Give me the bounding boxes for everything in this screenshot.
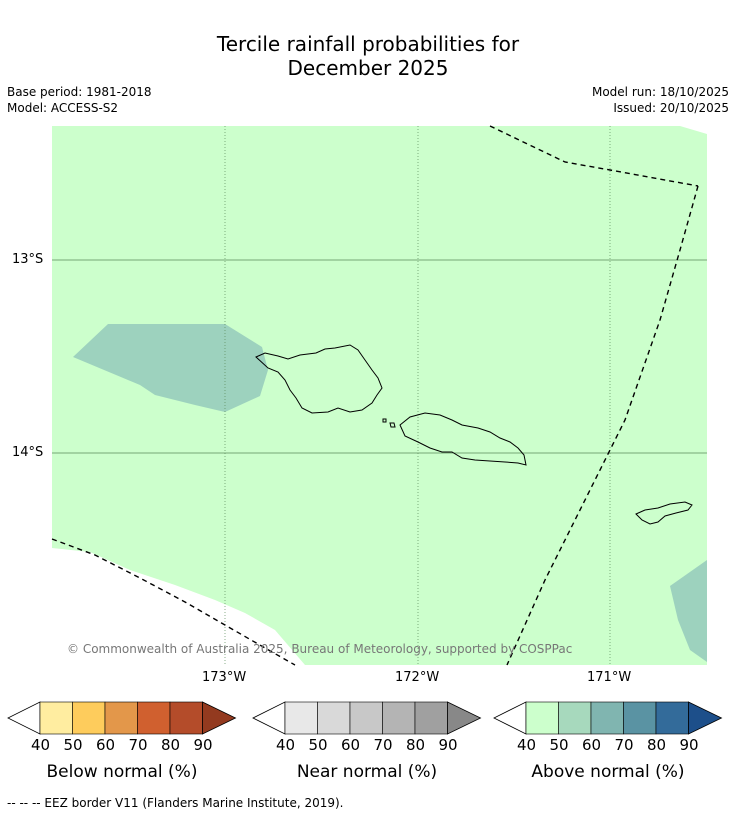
lon-label-171w: 171°W — [587, 670, 632, 685]
no-data-area — [52, 548, 305, 665]
eez-border — [51, 125, 699, 666]
colorbar-above-tick: 50 — [549, 736, 569, 754]
colorbar-above-segment-2 — [590, 701, 624, 735]
colorbar-below-segment-2 — [104, 701, 138, 735]
colorbar-below-segment-1 — [72, 701, 106, 735]
colorbar-above-segment-1 — [558, 701, 592, 735]
model-name: Model: ACCESS-S2 — [7, 101, 119, 115]
title-line-2: December 2025 — [287, 56, 449, 80]
eez-border-east — [506, 185, 699, 666]
colorbar-above-tick: 40 — [517, 736, 537, 754]
colorbar-below-tick: 70 — [128, 736, 148, 754]
colorbar-above-extend-high — [688, 701, 723, 735]
colorbar-below-label: Below normal (%) — [46, 762, 198, 782]
colorbar-near-tick: 40 — [276, 736, 296, 754]
apolima-islet — [389, 422, 396, 428]
above-normal-50-region-west — [73, 324, 268, 412]
copyright-text: © Commonwealth of Australia 2025, Bureau… — [67, 642, 572, 656]
colorbar-below-tick: 80 — [161, 736, 181, 754]
colorbar-near-tick: 80 — [406, 736, 426, 754]
colorbar-below-segment-3 — [137, 701, 171, 735]
colorbar-below-extend-low — [7, 701, 41, 735]
eez-border-southwest — [51, 538, 296, 666]
map-title: Tercile rainfall probabilities for Decem… — [0, 32, 736, 80]
colorbar-below-tick: 50 — [63, 736, 83, 754]
colorbar-above-extend-low — [493, 701, 527, 735]
colorbar-below-extend-high — [202, 701, 237, 735]
meta-left: Base period: 1981-2018 Model: ACCESS-S2 — [7, 84, 152, 116]
above-normal-50-region-east — [670, 560, 707, 662]
colorbar-near-extend-low — [252, 701, 286, 735]
colorbar-near-segment-0 — [284, 701, 318, 735]
colorbar-below-segment-4 — [169, 701, 203, 735]
tutuila-island — [635, 501, 693, 525]
model-run: Model run: 18/10/2025 — [591, 85, 729, 99]
colorbar-above-segment-3 — [623, 701, 657, 735]
graticule — [52, 259, 707, 454]
colorbar-near-extend-high — [447, 701, 482, 735]
colorbars — [7, 701, 723, 735]
lon-label-173w: 173°W — [202, 670, 247, 685]
base-period: Base period: 1981-2018 — [7, 85, 152, 99]
colorbar-near-segment-2 — [349, 701, 383, 735]
colorbar-near-segment-3 — [382, 701, 416, 735]
title-line-1: Tercile rainfall probabilities for — [216, 32, 520, 56]
colorbar-above-tick: 60 — [582, 736, 602, 754]
colorbar-near-tick: 70 — [373, 736, 393, 754]
colorbar-near-label: Near normal (%) — [296, 762, 438, 782]
colorbar-near-tick: 60 — [341, 736, 361, 754]
no-data-area-top — [680, 126, 707, 134]
eez-footnote: -- -- -- EEZ border V11 (Flanders Marine… — [7, 796, 344, 810]
colorbar-above-label: Above normal (%) — [531, 762, 685, 782]
colorbar-near-tick: 90 — [438, 736, 458, 754]
colorbar-below-segment-0 — [39, 701, 73, 735]
meta-right: Model run: 18/10/2025 Issued: 20/10/2025 — [592, 84, 729, 116]
lon-label-172w: 172°W — [395, 670, 440, 685]
colorbar-below-tick: 40 — [31, 736, 51, 754]
colorbar-below-tick: 90 — [193, 736, 213, 754]
lat-label-13s: 13°S — [12, 252, 44, 267]
colorbar-above-tick: 70 — [614, 736, 634, 754]
issued-date: Issued: 20/10/2025 — [613, 101, 729, 115]
savaii-island — [255, 344, 383, 414]
eez-border-north — [489, 125, 699, 187]
colorbar-near-segment-4 — [414, 701, 448, 735]
colorbar-above-tick: 80 — [647, 736, 667, 754]
colorbar-below-tick: 60 — [96, 736, 116, 754]
manono-islet — [382, 418, 387, 423]
colorbar-above-segment-4 — [655, 701, 689, 735]
colorbar-above-segment-0 — [525, 701, 559, 735]
colorbar-near-tick: 50 — [308, 736, 328, 754]
colorbar-above-tick: 90 — [679, 736, 699, 754]
colorbar-near-segment-1 — [317, 701, 351, 735]
upolu-island — [399, 412, 527, 466]
lat-label-14s: 14°S — [12, 445, 44, 460]
